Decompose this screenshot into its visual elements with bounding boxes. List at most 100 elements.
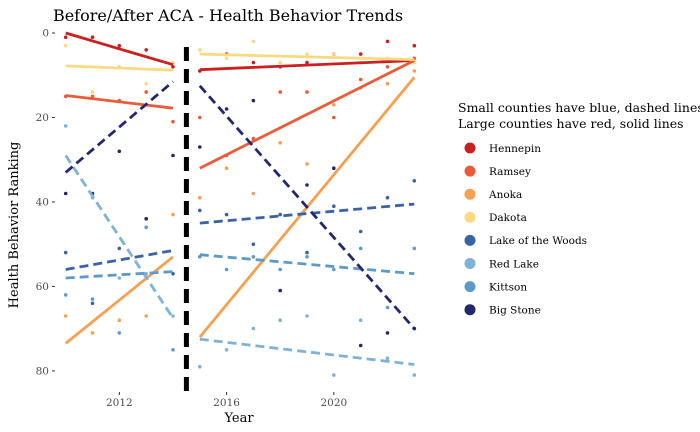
trend-post-6 — [199, 253, 415, 276]
point-6-4 — [171, 348, 175, 352]
point-0-1 — [90, 35, 95, 39]
point-6-7 — [251, 254, 256, 259]
point-3-9 — [305, 52, 309, 56]
point-5-4 — [171, 314, 175, 318]
legend-key-7 — [464, 304, 476, 316]
point-5-11 — [358, 318, 363, 323]
legend-key-6 — [464, 281, 476, 293]
point-6-10 — [332, 267, 336, 272]
point-5-10 — [332, 373, 336, 377]
point-3-0 — [63, 43, 68, 48]
legend-key-5 — [464, 258, 476, 269]
trend-post-7 — [198, 84, 416, 330]
x-axis-label: Year — [223, 411, 254, 426]
x-tick-label-2: 2020 — [320, 397, 347, 409]
y-axis: 0 20 40 60 80 — [36, 28, 55, 377]
point-5-9 — [305, 314, 309, 318]
x-axis: 2012 2016 2020 — [106, 392, 347, 409]
point-0-4 — [171, 65, 175, 69]
legend-label-5: Red Lake — [489, 258, 539, 270]
point-1-4 — [171, 119, 175, 124]
point-1-3 — [144, 90, 148, 94]
point-5-0 — [63, 124, 68, 128]
point-7-9 — [305, 183, 309, 187]
point-6-12 — [385, 305, 390, 310]
trend-post-1 — [199, 59, 415, 170]
point-5-7 — [251, 326, 256, 331]
point-3-10 — [332, 52, 336, 56]
point-1-9 — [305, 90, 309, 94]
point-4-11 — [358, 229, 363, 234]
point-0-9 — [305, 60, 309, 65]
point-5-8 — [278, 318, 283, 323]
y-tick-label-0: 0 — [42, 28, 49, 40]
legend-label-2: Anoka — [488, 189, 522, 201]
trend-post-4 — [199, 202, 415, 225]
point-0-13 — [412, 43, 417, 48]
point-7-11 — [358, 343, 363, 348]
point-4-1 — [90, 301, 95, 306]
point-3-5 — [198, 48, 202, 52]
legend-key-2 — [464, 188, 476, 200]
point-5-5 — [198, 364, 202, 369]
point-7-5 — [198, 145, 202, 149]
point-0-3 — [144, 48, 148, 52]
point-6-2 — [117, 331, 122, 335]
point-7-6 — [224, 107, 229, 111]
legend-label-1: Ramsey — [489, 166, 531, 178]
trend-pre-7 — [64, 80, 174, 174]
point-2-2 — [117, 318, 122, 323]
legend: Small counties have blue, dashed lines L… — [458, 100, 700, 317]
point-6-3 — [144, 225, 148, 230]
point-2-9 — [305, 162, 309, 166]
point-2-3 — [144, 314, 148, 318]
point-4-6 — [224, 212, 229, 217]
point-1-5 — [198, 115, 202, 120]
trend-pre-1 — [65, 94, 174, 110]
point-4-7 — [251, 242, 256, 246]
legend-label-7: Big Stone — [489, 305, 541, 317]
point-7-2 — [117, 149, 122, 154]
legend-key-1 — [464, 165, 476, 177]
point-5-2 — [117, 276, 122, 280]
trend-pre-4 — [65, 249, 174, 271]
point-0-7 — [251, 60, 256, 65]
trend-pre-5 — [64, 154, 175, 319]
point-7-7 — [251, 98, 256, 103]
point-2-7 — [251, 191, 256, 196]
trend-post-5 — [199, 337, 415, 366]
point-4-5 — [198, 208, 202, 213]
plot-area — [63, 31, 417, 392]
point-6-9 — [305, 254, 309, 259]
point-3-8 — [278, 60, 283, 65]
point-4-13 — [412, 179, 417, 183]
trend-pre-2 — [64, 255, 174, 345]
point-2-6 — [224, 166, 229, 170]
legend-label-0: Hennepin — [489, 143, 541, 155]
y-tick-label-3: 60 — [36, 281, 49, 293]
point-5-12 — [385, 356, 390, 361]
point-4-8 — [278, 212, 283, 217]
point-2-13 — [412, 69, 417, 73]
point-2-0 — [63, 314, 68, 318]
point-4-9 — [305, 250, 309, 255]
point-2-12 — [385, 81, 390, 86]
legend-key-0 — [464, 142, 476, 154]
point-3-7 — [251, 39, 256, 44]
point-6-0 — [63, 293, 68, 297]
point-1-11 — [358, 77, 363, 82]
trend-post-3 — [199, 52, 415, 61]
point-5-6 — [224, 348, 229, 352]
legend-label-3: Dakota — [489, 212, 527, 224]
point-3-3 — [144, 81, 148, 86]
point-0-2 — [117, 43, 122, 48]
point-4-0 — [63, 250, 68, 255]
point-0-12 — [385, 39, 390, 44]
x-tick-label-1: 2016 — [213, 397, 240, 409]
point-7-8 — [278, 288, 283, 293]
legend-label-6: Kittson — [489, 281, 527, 293]
y-tick-label-4: 80 — [36, 365, 49, 377]
y-tick-label-2: 40 — [36, 196, 49, 208]
chart-title: Before/After ACA - Health Behavior Trend… — [53, 6, 403, 25]
point-7-10 — [332, 166, 336, 170]
